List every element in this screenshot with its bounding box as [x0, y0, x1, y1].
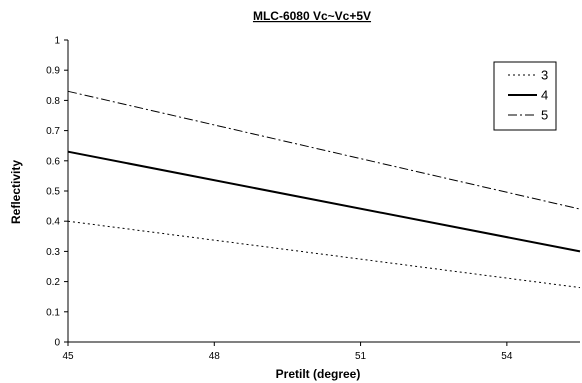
y-tick-label: 0.2 [46, 277, 60, 288]
legend-label-5: 5 [541, 108, 548, 123]
series-line-5 [67, 90, 581, 210]
series-line-4 [67, 150, 581, 253]
legend: 3 4 5 [493, 61, 557, 131]
y-tick-label: 1 [54, 36, 60, 47]
chart-title: MLC-6080 Vc~Vc+5V [253, 9, 371, 23]
y-tick-label: 0.1 [46, 307, 60, 318]
x-tick-label: 45 [62, 351, 74, 362]
series-layer [67, 90, 581, 289]
legend-label-4: 4 [541, 88, 548, 103]
y-tick-label: 0.8 [46, 96, 60, 107]
legend-label-3: 3 [541, 68, 548, 83]
y-tick-label: 0 [54, 338, 60, 349]
y-tick-label: 0.3 [46, 247, 60, 258]
y-tick-label: 0.7 [46, 126, 60, 137]
x-tick-label: 54 [501, 351, 513, 362]
x-tick-label: 51 [355, 351, 367, 362]
series-line-3 [67, 220, 581, 289]
y-tick-label: 0.4 [46, 217, 60, 228]
y-axis-title: Reflectivity [9, 160, 23, 224]
x-tick-label: 48 [209, 351, 221, 362]
y-tick-label: 0.6 [46, 156, 60, 167]
y-tick-label: 0.5 [46, 187, 60, 198]
y-tick-label: 0.9 [46, 66, 60, 77]
x-axis-title: Pretilt (degree) [276, 367, 361, 381]
